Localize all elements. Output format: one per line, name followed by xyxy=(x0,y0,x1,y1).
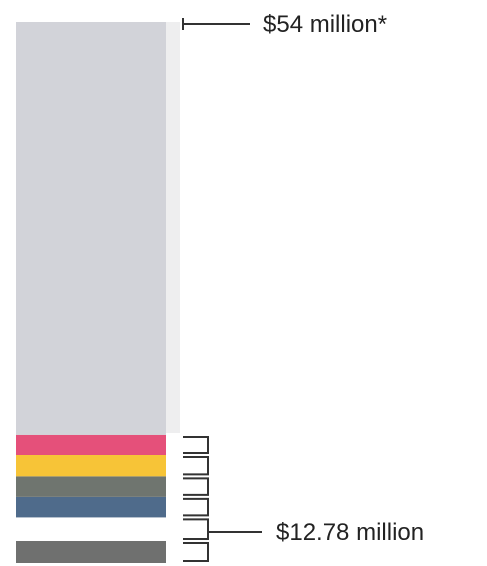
segment-bracket-2 xyxy=(183,518,209,540)
bar-segment-1 xyxy=(16,434,166,456)
segment-bracket-4 xyxy=(183,477,209,496)
bar-segment-5 xyxy=(16,517,166,541)
total-value-label: $54 million* xyxy=(263,11,387,38)
bar-segment-6 xyxy=(16,540,166,563)
bar-group xyxy=(16,22,180,563)
bar-shadow xyxy=(166,22,180,433)
segment-bracket-6 xyxy=(183,435,209,454)
segment-bracket-5 xyxy=(183,456,209,476)
bar-segment-remainder xyxy=(16,22,166,435)
segment-bracket-3 xyxy=(183,497,209,517)
subtotal-value-label: $12.78 million xyxy=(276,519,424,546)
bar-segment-3 xyxy=(16,476,166,497)
bracket-group xyxy=(183,435,209,562)
bar-segment-2 xyxy=(16,455,166,477)
segment-bracket-1 xyxy=(183,541,209,562)
bar-segment-4 xyxy=(16,496,166,518)
